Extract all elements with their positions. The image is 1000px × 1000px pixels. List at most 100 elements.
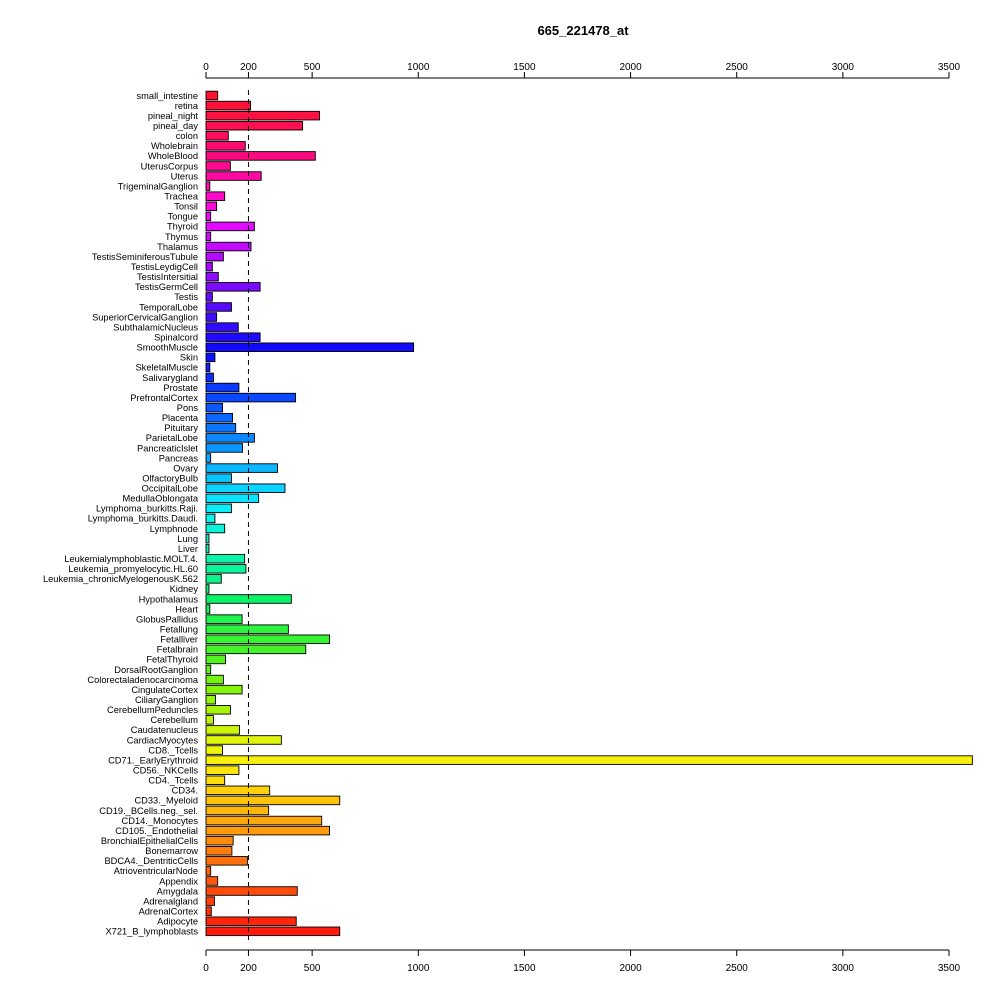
bottom-x-axis: 0 200 500 1000 1500 2000 2500 3000 3500 [203,949,961,974]
bar-CD14._Monocytes [205,815,323,826]
category-label: CD56._NKCells [133,765,198,775]
bar-Cerebellum [205,715,214,725]
category-label: Thymus [165,232,198,242]
category-label: retina [175,101,199,111]
category-label: TestisLeydigCell [131,262,198,272]
tick-label: 1500 [513,62,536,73]
bar-BDCA4._DentriticCells [205,856,248,866]
bar-Thyroid [205,221,255,232]
bar-Fetalbrain [205,644,307,655]
category-label: CingulateCortex [131,685,198,695]
bar-Tonsil [205,201,218,212]
category-label: Adrenalgland [143,896,198,906]
category-label: TestisIntersitial [137,272,198,282]
category-label: Leukemialymphoblastic.MOLT.4. [64,554,198,564]
category-label: DorsalRootGanglion [114,665,198,675]
bar-SmoothMuscle [205,342,415,353]
bar-CD19._BCells.neg._sel. [205,805,270,816]
tick-label: 3000 [832,963,855,974]
category-label: Fetalliver [160,635,198,645]
bar-Uterus [205,171,262,181]
bar-Liver [205,543,210,554]
category-label: colon [176,131,198,141]
category-label: TestisSeminiferousTubule [92,252,198,262]
category-label: Kidney [170,584,199,594]
bar-Fetalliver [205,634,331,645]
category-label: Leukemia_promyelocytic.HL.60 [68,564,198,574]
category-label: CD34. [172,786,198,796]
category-label: Lymphoma_burkitts.Daudi. [88,514,198,524]
bar-CD71._EarlyErythroid [205,755,973,765]
bar-TestisGermCell [205,282,261,292]
tick-label: 500 [304,62,321,73]
category-label: Fetalbrain [157,645,198,655]
bar-TestisLeydigCell [205,261,213,272]
bar-CD105._Endothelial [205,825,331,836]
bar-CD34. [205,785,271,796]
category-label: Placenta [162,413,199,423]
category-label: TestisGermCell [135,282,198,292]
category-label: Skin [180,353,198,363]
category-labels: small_intestineretinapineal_nightpineal_… [43,91,199,937]
bar-Bonemarrow [205,846,233,856]
tick-label: 3500 [938,963,961,974]
tick-label: 200 [240,963,257,974]
category-label: Cerebellum [150,715,198,725]
bar-FetalThyroid [205,654,226,665]
category-label: BronchialEpithelialCells [101,836,199,846]
category-label: Fetallung [160,625,198,635]
tick-label: 500 [304,963,321,974]
tick-label: 2000 [619,62,642,73]
category-label: Trachea [164,192,199,202]
category-label: Adipocyte [157,917,198,927]
category-label: Wholebrain [151,141,198,151]
category-label: Caudatenucleus [131,725,199,735]
tick-label: 1000 [407,963,430,974]
tick-label: 2500 [726,963,749,974]
category-label: Lymphoma_burkitts.Raji. [96,504,198,514]
category-label: Bonemarrow [145,846,198,856]
category-label: Amygdala [157,886,199,896]
bar-CardiacMyocytes [205,735,282,745]
category-label: Pituitary [164,423,198,433]
category-label: Lung [177,534,198,544]
bar-Kidney [205,584,210,594]
bar-GlobusPallidus [205,614,243,624]
category-label: AtrioventricularNode [114,866,198,876]
category-label: BDCA4._DentriticCells [104,856,198,866]
bar-SubthalamicNucleus [205,322,239,332]
bar-Pancreas [205,453,212,463]
category-label: CD4._Tcells [148,776,198,786]
bar-MedullaOblongata [205,493,260,504]
tick-label: 3500 [938,62,961,73]
bar-Adrenalgland [205,896,215,906]
category-label: CD71._EarlyErythroid [108,755,198,765]
category-label: SkeletalMuscle [135,363,198,373]
bar-Heart [205,604,211,614]
category-label: OccipitalLobe [142,484,198,494]
category-label: Tongue [167,212,198,222]
bar-WholeBlood [205,151,316,161]
category-label: CD8._Tcells [148,745,198,755]
bar-CD56._NKCells [205,765,240,775]
category-label: pineal_day [153,121,198,131]
bar-Leukemia_chronicMyelogenousK.562 [205,574,222,584]
bar-Fetallung [205,624,289,634]
bar-Lung [205,533,210,544]
category-label: Thyroid [167,222,198,232]
bar-Leukemia_promyelocytic.HL.60 [205,564,247,574]
tick-label: 3000 [832,62,855,73]
bar-pineal_night [205,110,321,121]
bar-UterusCorpus [205,161,231,171]
bar-AtrioventricularNode [205,866,212,876]
bar-Pituitary [205,423,237,433]
bar-Lymphoma_burkitts.Raji. [205,503,232,514]
category-label: OlfactoryBulb [142,473,198,483]
category-label: PancreaticIslet [137,443,198,453]
bar-CD33._Myeloid [205,795,341,806]
category-label: pineal_night [148,111,199,121]
category-label: Uterus [171,171,199,181]
bar-SuperiorCervicalGanglion [205,312,218,322]
